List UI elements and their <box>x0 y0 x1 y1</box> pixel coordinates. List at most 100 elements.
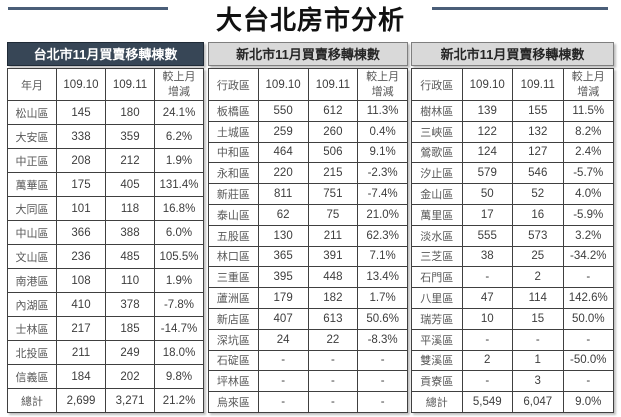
cell-value: 9.8% <box>154 364 204 389</box>
cell-value: 182 <box>307 287 359 309</box>
cell-value: 155 <box>512 100 564 122</box>
row-label: 八里區 <box>411 287 463 309</box>
cell-value: 52 <box>512 183 564 205</box>
cell-value: - <box>357 391 408 413</box>
cell-value: -5.7% <box>562 162 614 185</box>
cell-value: 0.4% <box>357 120 408 143</box>
column-header: 較上月 增減 <box>562 68 614 101</box>
row-label: 大安區 <box>7 124 57 149</box>
cell-value: - <box>307 391 359 413</box>
cell-value: 211 <box>307 224 359 247</box>
cell-value: 185 <box>105 316 155 341</box>
table-row: 五股區 130 211 62.3% <box>208 224 408 247</box>
cell-value: 110 <box>105 268 155 293</box>
cell-value: 62.3% <box>357 224 408 247</box>
cell-value: -7.8% <box>154 292 204 317</box>
table-row: 中和區 464 506 9.1% <box>208 141 408 164</box>
cell-value: 1.9% <box>154 268 204 293</box>
cell-value: 249 <box>105 340 155 365</box>
table-row: 鶯歌區 124 127 2.4% <box>411 141 614 164</box>
table-title: 新北市11月買賣移轉棟數 <box>411 42 614 66</box>
cell-value: - <box>257 391 309 413</box>
row-label: 松山區 <box>7 100 57 125</box>
title-rule-left <box>8 7 168 10</box>
cell-value: 11.3% <box>357 100 408 122</box>
cell-value: 338 <box>56 124 106 149</box>
table-row: 士林區 217 185 -14.7% <box>7 316 204 341</box>
header-row: 年月 109.10 109.11 較上月 增減 <box>7 68 204 101</box>
header-row: 行政區 109.10 109.11 較上月 增減 <box>208 68 408 101</box>
cell-value: 1.7% <box>357 287 408 309</box>
row-label: 萬華區 <box>7 172 57 197</box>
table-row: 中山區 366 388 6.0% <box>7 220 204 245</box>
row-label: 汐止區 <box>411 162 463 185</box>
cell-value: 555 <box>461 224 513 247</box>
cell-value: 15 <box>512 307 564 330</box>
row-label: 石碇區 <box>208 349 259 372</box>
table-row: 深坑區 24 22 -8.3% <box>208 328 408 351</box>
cell-value: 9.1% <box>357 141 408 164</box>
cell-value: 2.4% <box>562 141 614 164</box>
cell-value: 25 <box>512 245 564 268</box>
cell-value: 16 <box>512 203 564 226</box>
cell-value: 506 <box>307 141 359 164</box>
cell-value: 366 <box>56 220 106 245</box>
row-label: 三峽區 <box>411 120 463 143</box>
row-label: 三重區 <box>208 266 259 289</box>
column-header: 109.11 <box>105 68 155 101</box>
cell-value: 211 <box>56 340 106 365</box>
cell-value: 410 <box>56 292 106 317</box>
table-row: 信義區 184 202 9.8% <box>7 364 204 389</box>
row-label: 文山區 <box>7 244 57 269</box>
cell-value: 365 <box>257 245 309 268</box>
row-label: 大同區 <box>7 196 57 221</box>
cell-value: 22 <box>307 328 359 351</box>
cell-value: - <box>461 370 513 393</box>
cell-value: 16.8% <box>154 196 204 221</box>
row-label: 中正區 <box>7 148 57 173</box>
table-grid: 行政區 109.10 109.11 較上月 增減 板橋區 550 612 11.3% 土城區 25… <box>208 68 408 413</box>
row-label: 南港區 <box>7 268 57 293</box>
row-label: 蘆洲區 <box>208 287 259 309</box>
cell-value: 131.4% <box>154 172 204 197</box>
cell-value: - <box>461 328 513 351</box>
cell-value: 114 <box>512 287 564 309</box>
cell-value: 50 <box>461 183 513 205</box>
row-label: 五股區 <box>208 224 259 247</box>
cell-value: 579 <box>461 162 513 185</box>
row-label: 土城區 <box>208 120 259 143</box>
row-label: 士林區 <box>7 316 57 341</box>
row-label: 鶯歌區 <box>411 141 463 164</box>
cell-value: 613 <box>307 307 359 330</box>
data-table-1: 台北市11月買賣移轉棟數 年月 109.10 109.11 較上月 增減 松山區 145 18… <box>7 42 204 413</box>
cell-value: 546 <box>512 162 564 185</box>
table-row: 瑞芳區 10 15 50.0% <box>411 307 614 330</box>
row-label: 三芝區 <box>411 245 463 268</box>
page-title: 大台北房市分析 <box>215 5 405 35</box>
cell-value: 208 <box>56 148 106 173</box>
cell-value: 202 <box>105 364 155 389</box>
cell-value: 1.9% <box>154 148 204 173</box>
cell-value: 485 <box>105 244 155 269</box>
cell-value: 145 <box>56 100 106 125</box>
cell-value: 50.0% <box>562 307 614 330</box>
row-label: 北投區 <box>7 340 57 365</box>
cell-value: - <box>307 370 359 393</box>
row-label: 萬里區 <box>411 203 463 226</box>
table-row: 石門區 -2- <box>411 266 614 289</box>
table-row: 萬華區 175 405 131.4% <box>7 172 204 197</box>
table-row: 松山區 145 180 24.1% <box>7 100 204 125</box>
table-row: 林口區 365 391 7.1% <box>208 245 408 268</box>
table-row: 萬里區 17 16 -5.9% <box>411 203 614 226</box>
cell-value: 612 <box>307 100 359 122</box>
row-label: 平溪區 <box>411 328 463 351</box>
cell-value: 130 <box>257 224 309 247</box>
cell-value: - <box>562 328 614 351</box>
cell-value: 38 <box>461 245 513 268</box>
cell-value: 464 <box>257 141 309 164</box>
cell-value: 180 <box>105 100 155 125</box>
cell-value: 24 <box>257 328 309 351</box>
row-label: 烏來區 <box>208 391 259 413</box>
cell-value: 6.0% <box>154 220 204 245</box>
cell-value: 184 <box>56 364 106 389</box>
